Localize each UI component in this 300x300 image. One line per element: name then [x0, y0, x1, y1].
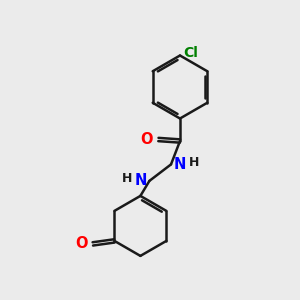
Text: O: O [140, 132, 153, 147]
Text: H: H [122, 172, 132, 185]
Text: N: N [173, 157, 186, 172]
Text: H: H [188, 155, 199, 169]
Text: Cl: Cl [184, 46, 199, 60]
Text: N: N [135, 173, 147, 188]
Text: O: O [75, 236, 87, 251]
